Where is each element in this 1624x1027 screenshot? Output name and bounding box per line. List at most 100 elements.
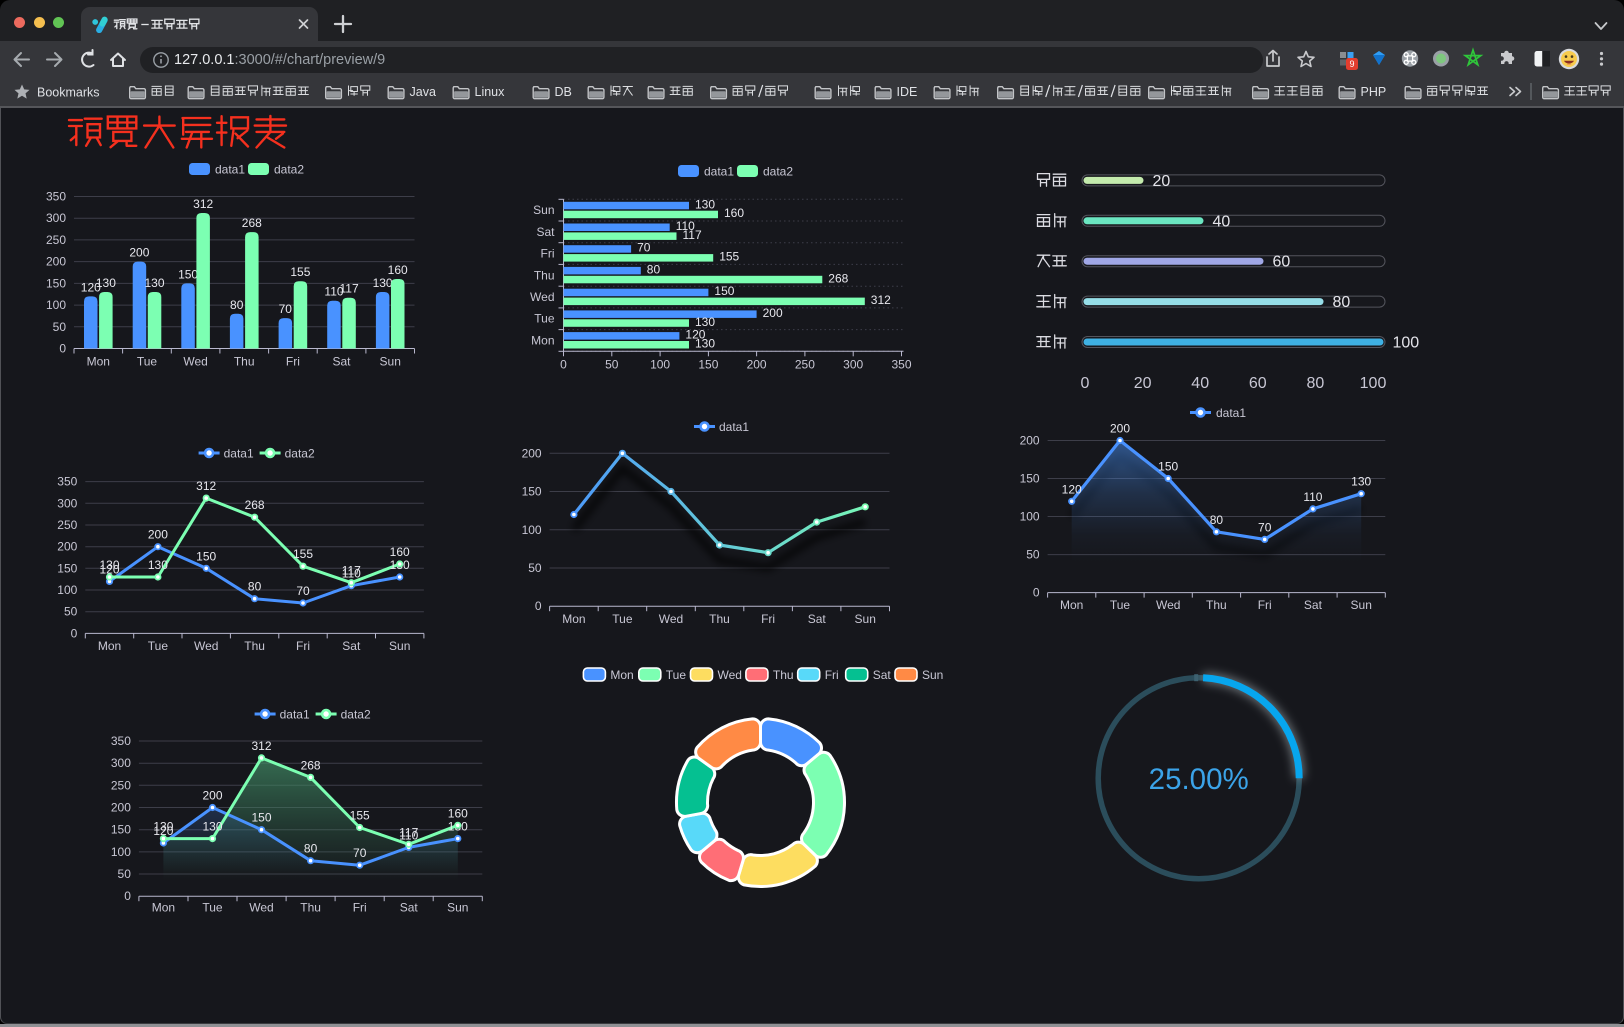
svg-text:130: 130 [695, 337, 715, 351]
svg-text:Mon: Mon [152, 901, 175, 915]
svg-text:Thu: Thu [709, 612, 730, 626]
svg-text:160: 160 [724, 206, 744, 220]
svg-text:Fri: Fri [761, 612, 775, 626]
svg-text:80: 80 [248, 580, 262, 594]
svg-text:Tue: Tue [1110, 598, 1131, 612]
svg-text:300: 300 [46, 211, 66, 225]
svg-text:117: 117 [342, 564, 361, 578]
svg-text:117: 117 [399, 825, 418, 839]
svg-text:Sun: Sun [1351, 598, 1372, 612]
svg-text:Wed: Wed [659, 612, 683, 626]
svg-text:100: 100 [57, 583, 77, 597]
svg-text:IDE: IDE [897, 85, 918, 99]
svg-text:Sun: Sun [533, 203, 554, 217]
svg-text:100: 100 [111, 845, 131, 859]
svg-text:DB: DB [555, 85, 572, 99]
svg-text:Sun: Sun [447, 901, 468, 915]
svg-text:250: 250 [57, 518, 77, 532]
svg-text:155: 155 [293, 547, 313, 561]
svg-text:110: 110 [1303, 490, 1322, 504]
svg-text:80: 80 [230, 298, 244, 312]
svg-text:130: 130 [373, 276, 393, 290]
svg-text:Sun: Sun [855, 612, 876, 626]
svg-text:150: 150 [698, 357, 718, 371]
svg-text:Tue: Tue [202, 901, 223, 915]
svg-text:0: 0 [124, 889, 131, 903]
svg-text:200: 200 [57, 540, 77, 554]
svg-text:160: 160 [388, 263, 408, 277]
svg-text:Wed: Wed [718, 668, 742, 682]
svg-text:Fri: Fri [286, 355, 300, 369]
svg-text:Fri: Fri [825, 668, 839, 682]
svg-text:100: 100 [1360, 375, 1387, 392]
svg-text:60: 60 [1249, 375, 1267, 392]
svg-text:110: 110 [676, 219, 695, 233]
svg-text:200: 200 [1020, 434, 1040, 448]
svg-text:130: 130 [99, 558, 119, 572]
svg-text:Thu: Thu [773, 668, 794, 682]
svg-text:40: 40 [1191, 375, 1209, 392]
svg-text:200: 200 [1110, 422, 1130, 436]
svg-text:150: 150 [46, 276, 66, 290]
svg-text:Mon: Mon [87, 355, 110, 369]
svg-text:110: 110 [324, 285, 343, 299]
svg-text:100: 100 [46, 298, 66, 312]
svg-text:70: 70 [279, 302, 293, 316]
svg-text:350: 350 [111, 734, 131, 748]
svg-text:130: 130 [148, 558, 168, 572]
svg-text:300: 300 [111, 756, 131, 770]
svg-text:Tue: Tue [666, 668, 687, 682]
svg-text:130: 130 [695, 315, 715, 329]
svg-text:20: 20 [1134, 375, 1152, 392]
svg-text:50: 50 [118, 867, 132, 881]
svg-text:Wed: Wed [194, 639, 218, 653]
svg-text:110: 110 [399, 828, 418, 842]
svg-text:Fri: Fri [1258, 598, 1272, 612]
svg-text:100: 100 [650, 357, 670, 371]
svg-text:Fri: Fri [541, 247, 555, 261]
svg-text:0: 0 [71, 626, 78, 640]
svg-text:0: 0 [535, 599, 542, 613]
svg-text:Fri: Fri [296, 639, 310, 653]
svg-text:Wed: Wed [249, 901, 273, 915]
svg-text:Linux: Linux [475, 85, 506, 99]
svg-text:200: 200 [747, 357, 767, 371]
svg-text:100: 100 [1393, 335, 1420, 352]
svg-text:155: 155 [290, 265, 310, 279]
svg-text:200: 200 [763, 306, 783, 320]
svg-text:50: 50 [1026, 548, 1040, 562]
svg-text:Thu: Thu [534, 268, 555, 282]
svg-text:80: 80 [1333, 294, 1351, 311]
svg-text:312: 312 [251, 739, 271, 753]
svg-text:150: 150 [178, 267, 198, 281]
svg-text:80: 80 [647, 262, 661, 276]
svg-text:300: 300 [843, 357, 863, 371]
svg-text:Wed: Wed [530, 290, 554, 304]
svg-text:data1: data1 [215, 163, 245, 177]
svg-text:Sat: Sat [332, 355, 351, 369]
svg-text:130: 130 [695, 197, 715, 211]
svg-text:0: 0 [1081, 375, 1090, 392]
svg-text:0: 0 [59, 342, 66, 356]
svg-text:Tue: Tue [148, 639, 169, 653]
svg-text:300: 300 [57, 496, 77, 510]
svg-text:data1: data1 [280, 708, 310, 722]
svg-text:25.00%: 25.00% [1149, 763, 1249, 796]
svg-text:data2: data2 [274, 163, 304, 177]
svg-text:data2: data2 [285, 447, 315, 461]
svg-text:268: 268 [242, 216, 262, 230]
svg-text:120: 120 [99, 562, 119, 576]
svg-text:150: 150 [251, 811, 271, 825]
svg-text:data1: data1 [1216, 406, 1246, 420]
svg-text:data1: data1 [704, 165, 734, 179]
svg-text:data1: data1 [224, 447, 254, 461]
svg-text:155: 155 [350, 809, 370, 823]
svg-text:100: 100 [1020, 510, 1040, 524]
svg-text:Mon: Mon [531, 333, 554, 347]
svg-text:60: 60 [1273, 254, 1291, 271]
svg-text:PHP: PHP [1361, 85, 1387, 99]
svg-text:Tue: Tue [612, 612, 633, 626]
svg-text:Sat: Sat [400, 901, 419, 915]
svg-text:200: 200 [46, 255, 66, 269]
svg-text:Fri: Fri [353, 901, 367, 915]
